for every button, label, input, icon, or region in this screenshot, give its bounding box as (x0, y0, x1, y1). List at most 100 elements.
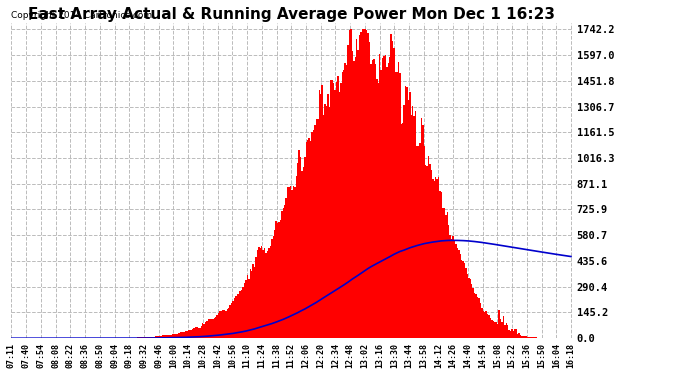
Bar (185, 332, 186, 338)
Bar (153, 336, 155, 338)
Bar (389, 57, 391, 338)
Bar (491, 320, 493, 338)
Bar (336, 82, 337, 338)
Bar (470, 279, 471, 338)
Bar (204, 324, 205, 338)
Bar (322, 85, 323, 338)
Bar (435, 177, 437, 338)
Bar (275, 221, 277, 338)
Bar (159, 336, 160, 338)
Bar (406, 87, 408, 338)
Bar (364, 29, 366, 338)
Bar (500, 319, 501, 338)
Bar (139, 337, 140, 338)
Bar (196, 327, 198, 338)
Bar (157, 336, 159, 338)
Bar (270, 246, 271, 338)
Bar (429, 164, 431, 338)
Bar (449, 235, 451, 338)
Bar (140, 337, 141, 338)
Bar (295, 176, 297, 338)
Bar (412, 106, 413, 338)
Bar (501, 322, 502, 338)
Bar (186, 331, 188, 338)
Bar (179, 333, 181, 338)
Bar (291, 190, 293, 338)
Bar (259, 248, 261, 338)
Bar (327, 94, 328, 338)
Bar (290, 186, 291, 338)
Bar (324, 104, 326, 338)
Bar (333, 84, 335, 338)
Bar (371, 64, 372, 338)
Bar (518, 333, 520, 338)
Bar (485, 310, 487, 338)
Bar (442, 208, 444, 338)
Bar (222, 310, 224, 338)
Bar (169, 334, 170, 338)
Bar (523, 336, 524, 338)
Bar (286, 198, 287, 338)
Bar (388, 63, 389, 338)
Bar (192, 328, 193, 338)
Bar (206, 321, 208, 338)
Bar (465, 268, 466, 338)
Bar (438, 177, 440, 338)
Bar (314, 126, 316, 338)
Bar (344, 63, 346, 338)
Bar (177, 333, 179, 338)
Bar (337, 76, 339, 338)
Bar (502, 316, 504, 338)
Bar (480, 303, 481, 338)
Bar (229, 305, 231, 338)
Bar (319, 90, 320, 338)
Bar (165, 335, 166, 338)
Bar (408, 100, 409, 338)
Bar (514, 329, 515, 338)
Bar (248, 279, 250, 338)
Bar (520, 335, 522, 338)
Bar (531, 337, 533, 338)
Bar (264, 248, 266, 338)
Bar (482, 311, 484, 338)
Bar (205, 322, 206, 338)
Bar (273, 236, 274, 338)
Bar (251, 271, 253, 338)
Bar (515, 329, 517, 338)
Bar (231, 303, 233, 338)
Bar (466, 274, 468, 338)
Bar (224, 310, 225, 338)
Bar (418, 146, 420, 338)
Bar (478, 298, 480, 338)
Bar (267, 252, 268, 338)
Bar (369, 42, 371, 338)
Bar (148, 337, 149, 338)
Bar (526, 336, 527, 338)
Bar (527, 336, 529, 338)
Bar (328, 107, 330, 338)
Bar (210, 320, 212, 338)
Bar (464, 262, 465, 338)
Bar (507, 325, 509, 338)
Bar (453, 236, 454, 338)
Bar (352, 51, 353, 338)
Bar (168, 334, 169, 338)
Bar (409, 92, 411, 338)
Bar (149, 337, 150, 338)
Bar (214, 318, 215, 338)
Bar (397, 62, 399, 338)
Bar (323, 115, 324, 338)
Bar (331, 80, 333, 338)
Bar (313, 130, 314, 338)
Bar (215, 317, 217, 338)
Bar (359, 34, 360, 338)
Bar (317, 119, 319, 338)
Bar (475, 294, 477, 338)
Bar (175, 334, 176, 338)
Bar (433, 182, 435, 338)
Bar (360, 32, 362, 338)
Bar (300, 157, 302, 338)
Bar (422, 125, 424, 338)
Bar (202, 323, 204, 338)
Bar (495, 322, 497, 338)
